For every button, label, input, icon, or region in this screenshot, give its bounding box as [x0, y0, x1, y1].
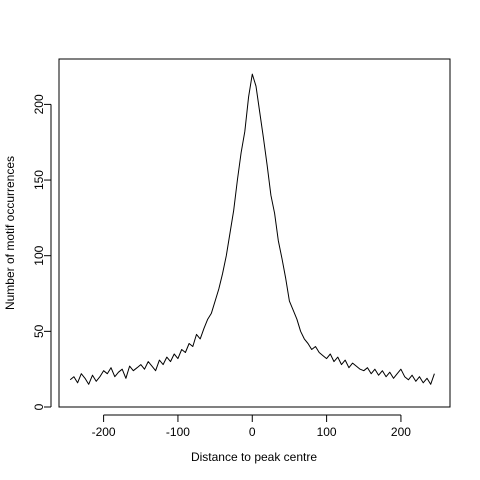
y-tick-label: 150	[32, 170, 46, 190]
plot-frame	[58, 58, 451, 408]
series-layer	[69, 73, 435, 385]
y-tick-label: 50	[32, 324, 46, 338]
y-tick-label: 100	[32, 245, 46, 265]
y-tick-label: 0	[32, 403, 46, 410]
x-tick-label: 100	[317, 425, 337, 439]
y-tick-label: 200	[32, 94, 46, 114]
x-tick-label: -200	[92, 425, 116, 439]
x-tick-label: -100	[166, 425, 190, 439]
x-tick-label: 200	[391, 425, 411, 439]
y-axis-label: Number of motif occurrences	[3, 156, 17, 310]
x-tick-label: 0	[249, 425, 256, 439]
y-axis: 0 50 100 150 200	[32, 94, 52, 410]
x-axis-label: Distance to peak centre	[191, 450, 317, 464]
x-axis: -200 -100 0 100 200	[92, 414, 411, 439]
series-line	[69, 73, 435, 385]
